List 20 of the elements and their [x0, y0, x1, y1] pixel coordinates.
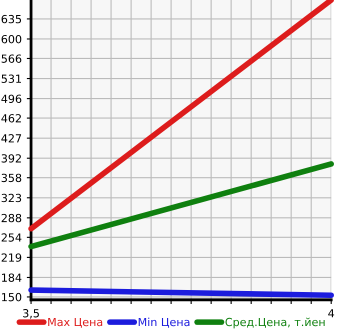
y-tick-label: 254: [2, 233, 22, 242]
y-tick-label: 358: [2, 174, 22, 182]
x-tick-label: 4: [328, 309, 334, 318]
x-tick-label: 3,5: [23, 309, 39, 319]
legend-label: Min Цена: [138, 318, 190, 328]
y-tick-label: 462: [1, 114, 21, 122]
y-tick-label: 600: [2, 34, 22, 44]
y-tick-label: 392: [2, 154, 21, 163]
y-tick-label: 150: [2, 292, 22, 302]
legend-label: Max Цена: [48, 318, 102, 328]
y-tick-label: 635: [2, 14, 22, 24]
y-tick-label: 288: [2, 214, 22, 222]
y-tick-label: 219: [2, 253, 22, 262]
y-tick-label: 323: [2, 194, 22, 202]
legend-label: Сред.Цена, т.йен: [225, 318, 325, 328]
y-tick-label: 531: [2, 74, 21, 83]
y-tick-label: 566: [2, 54, 22, 63]
y-tick-label: 427: [1, 134, 22, 142]
y-tick-label: 184: [2, 273, 22, 282]
y-tick-label: 496: [1, 94, 22, 103]
